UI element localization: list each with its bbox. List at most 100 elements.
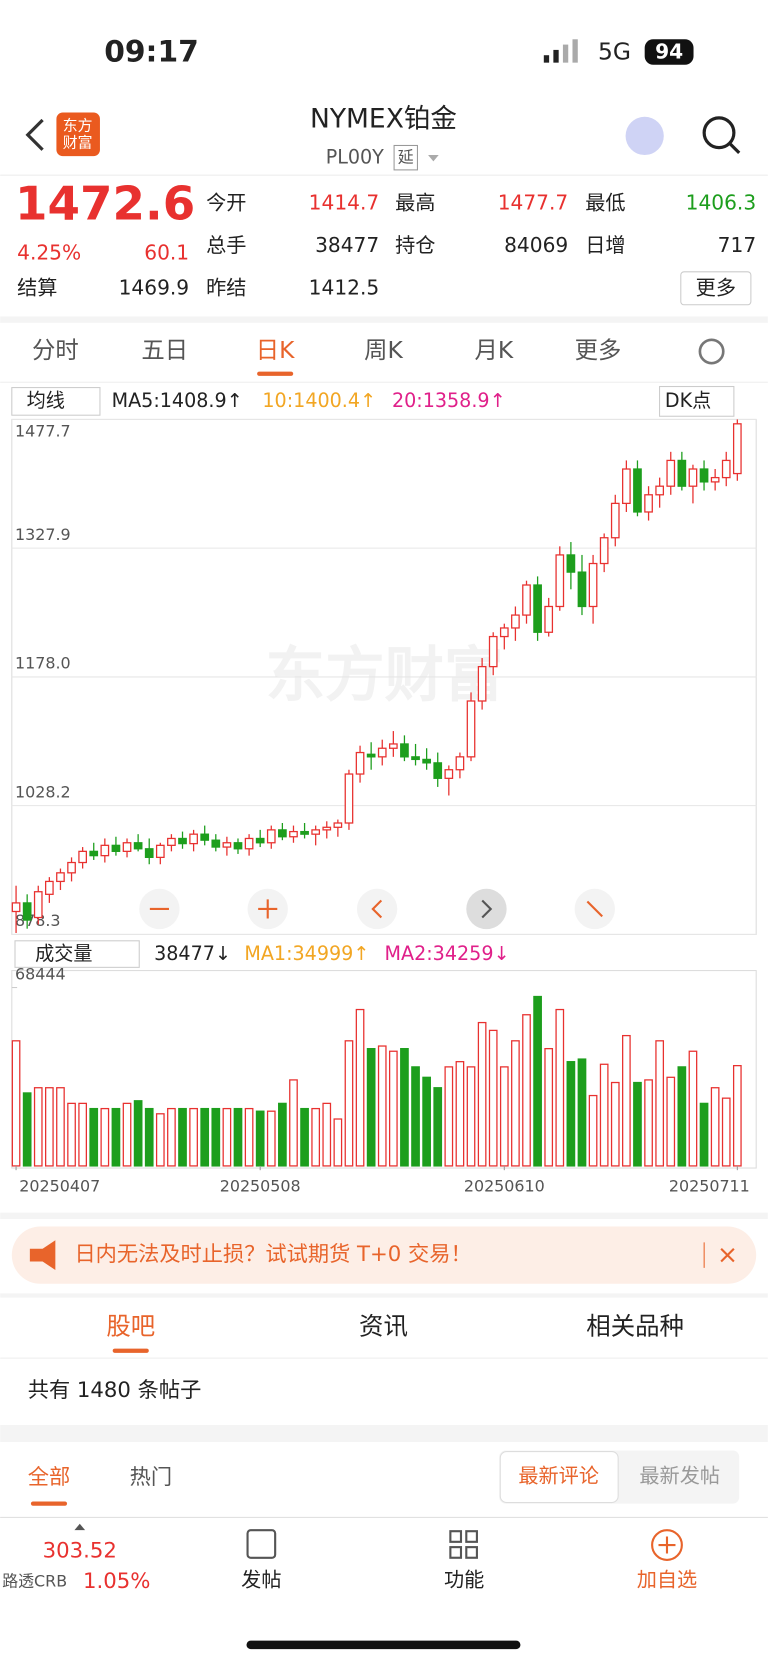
tab-indicator <box>257 371 294 376</box>
horn-icon <box>29 1240 56 1270</box>
tab[interactable]: 五日 <box>141 336 188 364</box>
candle-body <box>633 468 642 513</box>
candle-body <box>444 769 454 779</box>
tab[interactable]: 分时 <box>32 336 79 364</box>
nav-item[interactable]: 发帖 <box>241 1568 281 1592</box>
logo <box>56 112 100 157</box>
candle-body <box>732 423 742 475</box>
volume-bar <box>355 1008 365 1167</box>
field-label: 结算 <box>17 275 57 299</box>
candle-body <box>366 753 376 758</box>
candle-body <box>466 700 476 758</box>
more-label: 更多 <box>696 275 736 299</box>
volume-bar <box>233 1107 243 1167</box>
dk-button[interactable] <box>659 385 735 417</box>
search-icon[interactable] <box>702 116 736 150</box>
nav-item[interactable]: 功能 <box>444 1568 484 1592</box>
volume-bar <box>610 1081 620 1167</box>
candle-body <box>45 880 54 895</box>
volume-bar <box>244 1107 254 1167</box>
sort-option[interactable]: 最新发帖 <box>639 1464 720 1488</box>
tab[interactable]: 周K <box>364 336 403 364</box>
volume-value: 38477↓ <box>154 942 231 965</box>
candle-body <box>244 837 254 850</box>
settings-icon[interactable] <box>698 338 725 365</box>
ma5: MA5:1408.9↑ <box>112 389 243 412</box>
index-value: 303.52 <box>43 1538 117 1563</box>
function-icon <box>449 1530 478 1559</box>
banner[interactable] <box>11 1226 757 1284</box>
volume-bar <box>266 1110 276 1167</box>
volume-bar <box>622 1034 631 1167</box>
x-tick-label: 20250711 <box>669 1177 750 1196</box>
volume-bar <box>366 1047 376 1167</box>
candle-body <box>200 833 210 841</box>
logo-text: 东方 <box>63 116 93 134</box>
prev[interactable] <box>356 888 398 930</box>
candle-body <box>455 756 465 771</box>
volume-bar <box>388 1050 398 1167</box>
field-label: 今开 <box>206 190 246 214</box>
candle-body <box>511 614 520 629</box>
candle-body <box>155 844 165 859</box>
field-value: 1477.7 <box>498 190 569 214</box>
filter-active[interactable]: 全部 <box>28 1465 70 1490</box>
filter[interactable]: 热门 <box>130 1465 172 1490</box>
add-icon <box>651 1529 683 1561</box>
candle-body <box>222 842 232 848</box>
section-tab-active[interactable]: 股吧 <box>106 1311 155 1340</box>
volume-bar <box>67 1102 76 1167</box>
volume-bar <box>200 1107 210 1167</box>
post-count: 共有 1480 条帖子 <box>28 1378 202 1403</box>
candle-body <box>56 872 65 883</box>
section-tab[interactable]: 资讯 <box>359 1311 408 1340</box>
candle-body <box>411 756 420 761</box>
volume-bar <box>211 1107 221 1167</box>
field-label: 持仓 <box>395 233 435 257</box>
signal-icon <box>543 39 578 63</box>
tab[interactable]: 更多 <box>575 336 622 364</box>
x-tick-label: 20250407 <box>19 1177 100 1196</box>
candle-body <box>333 822 343 828</box>
volume-bar <box>422 1076 431 1167</box>
volume-bar <box>699 1102 709 1167</box>
candle-body <box>422 758 431 764</box>
volume-ma2: MA2:34259↓ <box>385 942 510 965</box>
more-button[interactable] <box>680 271 752 306</box>
ma-menu[interactable] <box>11 387 101 416</box>
volume-bar <box>677 1066 687 1167</box>
tab-active[interactable]: 日K <box>256 336 295 364</box>
volume-bar <box>11 1040 21 1167</box>
candle-body <box>477 665 487 702</box>
volume-menu[interactable] <box>14 940 140 968</box>
candle-body <box>677 459 687 487</box>
dropdown[interactable] <box>428 155 439 162</box>
candle-body <box>400 743 409 758</box>
field-label: 最低 <box>585 190 625 214</box>
candle-body <box>377 747 387 758</box>
change-pct: 4.25% <box>17 240 81 264</box>
banner-text: 日内无法及时止损？试试期货 T+0 交易！ <box>74 1242 471 1267</box>
next[interactable] <box>466 888 507 930</box>
volume-bar <box>511 1040 520 1167</box>
tabs: 分时 五日 日K 周K 月K 更多 <box>32 336 621 364</box>
back-button[interactable] <box>25 118 44 151</box>
assistant-icon[interactable] <box>625 116 664 156</box>
candle-body <box>388 743 398 749</box>
candle-body <box>322 826 332 831</box>
candle-body <box>289 830 298 838</box>
nav-item[interactable]: 加自选 <box>637 1568 697 1592</box>
change: 60.1 <box>144 240 189 264</box>
volume-bar <box>178 1107 187 1167</box>
post-icon <box>246 1529 277 1559</box>
field-label: 最高 <box>395 190 435 214</box>
candle-body <box>355 751 365 775</box>
section-tab[interactable]: 相关品种 <box>586 1311 684 1340</box>
sort-active[interactable] <box>499 1451 619 1504</box>
tab[interactable]: 月K <box>475 336 514 364</box>
close-banner[interactable] <box>720 1247 735 1263</box>
field-label: 日增 <box>585 233 625 257</box>
volume-bar <box>311 1107 321 1167</box>
candle-body <box>278 829 287 838</box>
